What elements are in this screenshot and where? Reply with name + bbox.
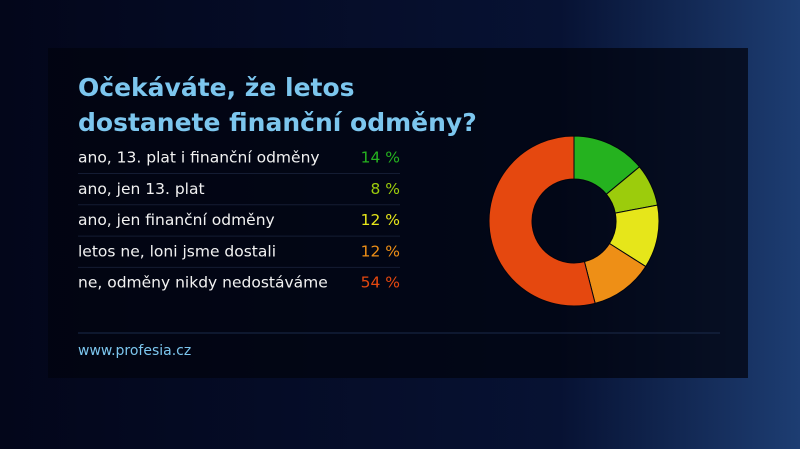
value-label: 54 % — [361, 274, 400, 292]
category-label: letos ne, loni jsme dostali — [78, 242, 276, 260]
category-label: ano, jen 13. plat — [78, 180, 205, 198]
value-label: 12 % — [361, 242, 400, 260]
chart-title: Očekáváte, že letos dostanete finanční od… — [78, 73, 477, 137]
value-label: 8 % — [370, 180, 400, 198]
value-label: 14 % — [361, 149, 400, 167]
category-label: ano, jen finanční odměny — [78, 211, 275, 229]
slice — [488, 135, 596, 307]
source: www.profesia.cz — [78, 343, 191, 359]
category-label: ne, odměny nikdy nedostáváme — [78, 274, 328, 292]
value-label: 12 % — [361, 211, 400, 229]
category-label: ano, 13. plat i finanční odměny — [78, 149, 320, 167]
